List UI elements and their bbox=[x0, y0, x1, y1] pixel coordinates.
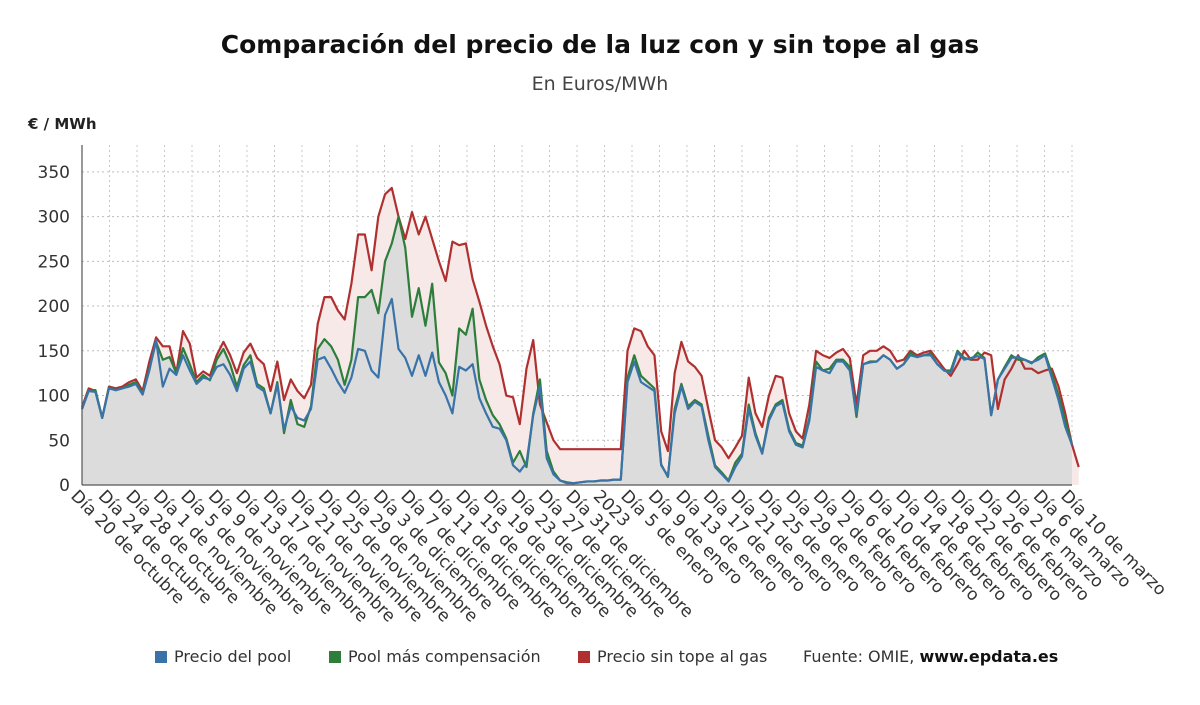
y-tick-label: 300 bbox=[38, 208, 70, 228]
y-tick-label: 200 bbox=[38, 297, 70, 317]
series-lines bbox=[80, 186, 1080, 485]
y-tick-label: 150 bbox=[38, 342, 70, 362]
y-tick-label: 350 bbox=[38, 163, 70, 183]
area-compensation bbox=[82, 216, 1072, 485]
series-line-pool[interactable] bbox=[80, 297, 1074, 485]
series-areas bbox=[82, 187, 1079, 485]
series-line-no-cap[interactable] bbox=[80, 186, 1080, 468]
y-tick-labels: 0 50 100 150 200 250 300 350 bbox=[38, 163, 70, 496]
legend-swatch-no-cap bbox=[578, 650, 590, 663]
legend-label-pool: Precio del pool bbox=[174, 647, 292, 666]
legend: Precio del pool Pool más compensación Pr… bbox=[0, 647, 1200, 671]
chart-title: Comparación del precio de la luz con y s… bbox=[220, 30, 980, 59]
legend-label-compensation: Pool más compensación bbox=[348, 647, 541, 666]
axes bbox=[81, 145, 1072, 486]
legend-item-compensation[interactable]: Pool más compensación bbox=[329, 647, 541, 666]
legend-swatch-pool bbox=[155, 650, 167, 663]
source-prefix: Fuente: OMIE, bbox=[803, 647, 920, 666]
y-tick-label: 50 bbox=[48, 431, 70, 451]
legend-label-no-cap: Precio sin tope al gas bbox=[597, 647, 768, 666]
legend-swatch-compensation bbox=[329, 650, 341, 663]
chart-subtitle: En Euros/MWh bbox=[531, 73, 669, 95]
y-tick-label: 0 bbox=[59, 476, 70, 496]
source-note: Fuente: OMIE, www.epdata.es bbox=[803, 647, 1058, 666]
legend-item-pool[interactable]: Precio del pool bbox=[155, 647, 291, 666]
y-tick-label: 250 bbox=[38, 252, 70, 272]
y-axis-label: € / MWh bbox=[27, 115, 97, 133]
legend-item-no-cap[interactable]: Precio sin tope al gas bbox=[578, 647, 767, 666]
y-tick-label: 100 bbox=[38, 387, 70, 407]
source-site: www.epdata.es bbox=[919, 647, 1059, 666]
grid bbox=[81, 145, 1073, 485]
